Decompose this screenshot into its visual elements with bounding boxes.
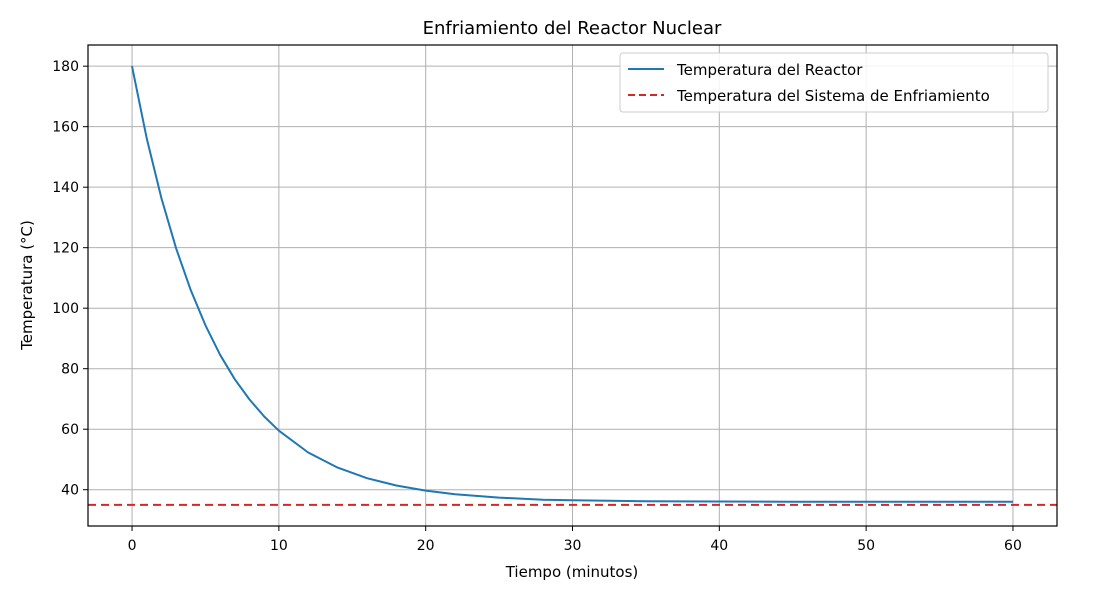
legend-label-cooling: Temperatura del Sistema de Enfriamiento	[676, 87, 990, 105]
y-tick-label: 180	[52, 59, 79, 75]
x-tick-label: 10	[270, 538, 288, 554]
x-tick-label: 50	[857, 538, 875, 554]
x-axis-label: Tiempo (minutos)	[505, 563, 639, 581]
reactor-temperature-line	[131, 65, 1013, 503]
x-tick-label: 0	[128, 538, 137, 554]
y-tick-label: 60	[61, 422, 79, 438]
y-tick-label: 40	[61, 483, 79, 499]
y-tick-label: 140	[52, 180, 79, 196]
x-tick-label: 40	[710, 538, 728, 554]
y-tick-label: 120	[52, 241, 79, 257]
chart-title: Enfriamiento del Reactor Nuclear	[423, 18, 722, 39]
y-tick-label: 80	[61, 362, 79, 378]
series-layer	[88, 65, 1057, 506]
y-axis-label: Temperatura (°C)	[18, 220, 36, 351]
x-tick-label: 60	[1004, 538, 1022, 554]
x-tick-label: 20	[417, 538, 435, 554]
grid	[88, 45, 1057, 526]
legend-label-reactor: Temperatura del Reactor	[676, 61, 863, 79]
legend-box	[619, 52, 1049, 113]
ticks: 0 10 20 30 40 50 60 40 60 80 100 120 140 160 180	[52, 59, 1022, 554]
legend: Temperatura del Reactor Temperatura del …	[619, 52, 1049, 113]
y-tick-label: 100	[52, 301, 79, 317]
y-tick-label: 160	[52, 120, 79, 136]
x-tick-label: 30	[564, 538, 582, 554]
